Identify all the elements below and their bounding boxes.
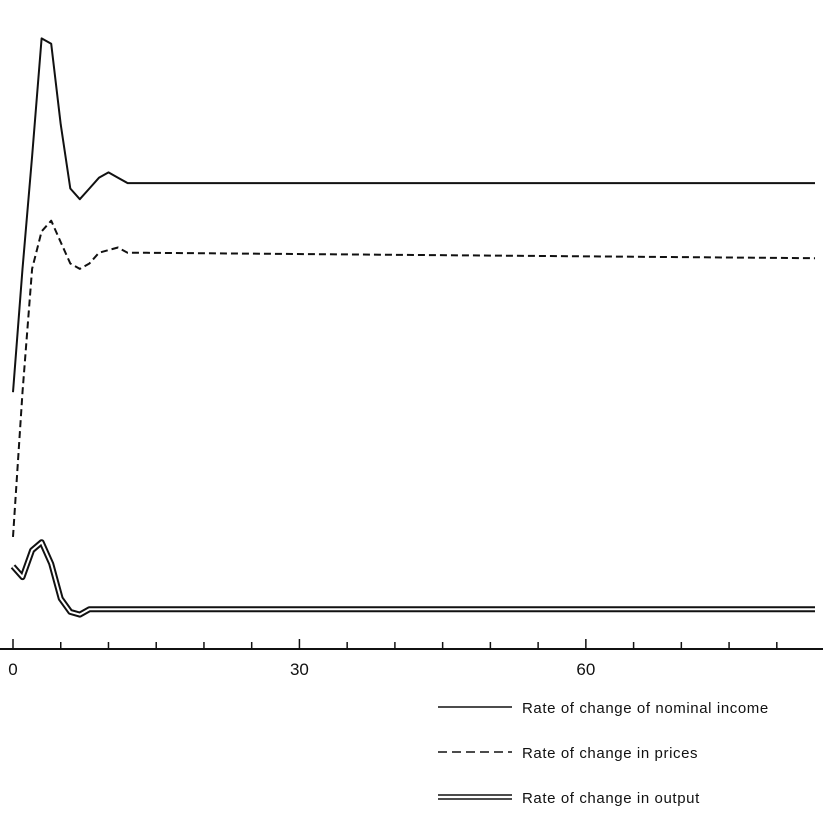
x-tick-label-0: 0 [8,660,17,679]
series-line-rate-of-change-of-nominal-income [12,37,815,393]
series-line-rate-of-change-in-output-inner [12,541,815,616]
tick-label-layer: 0 30 60 [8,660,595,679]
series-layer [10,37,816,618]
series-line-rate-of-change-in-output-outer [10,539,815,618]
x-tick-label-60: 60 [576,660,595,679]
legend-label-rate-of-change-in-output: Rate of change in output [522,790,700,807]
legend: Rate of change of nominal income Rate of … [438,700,769,807]
x-tick-label-30: 30 [290,660,309,679]
legend-label-rate-of-change-in-prices: Rate of change in prices [522,745,698,762]
tick-layer [12,639,778,649]
series-line-rate-of-change-in-prices [12,219,816,537]
legend-label-rate-of-change-of-nominal-income: Rate of change of nominal income [522,700,769,717]
